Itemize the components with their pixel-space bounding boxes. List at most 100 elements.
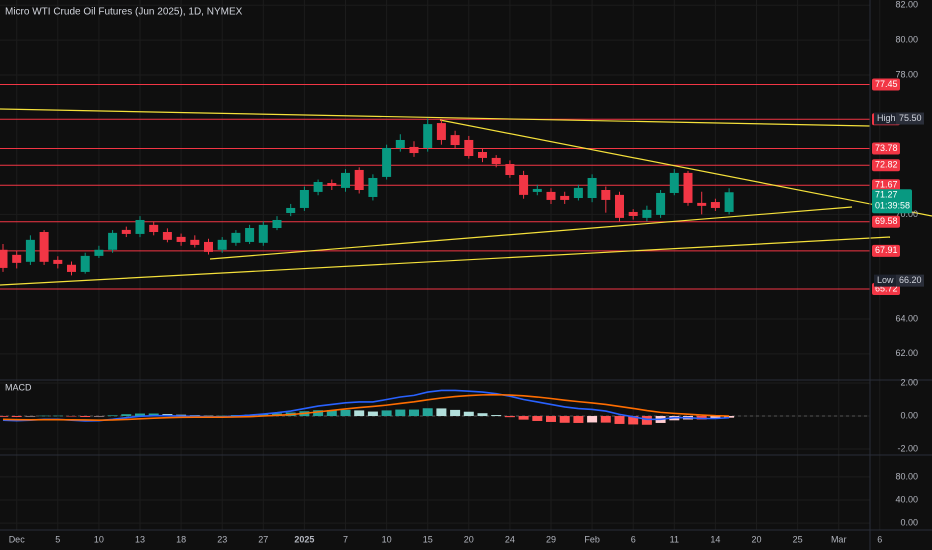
- marker-value-box: [896, 274, 924, 287]
- macd-histogram-bar: [614, 416, 625, 424]
- candle-body: [149, 224, 159, 233]
- x-tick-label: 11: [670, 534, 679, 544]
- candle-body: [450, 135, 460, 146]
- level-label: 69.58: [875, 216, 898, 226]
- candle-body: [697, 202, 707, 206]
- trendline: [209, 206, 853, 260]
- marker-name: High: [877, 113, 896, 123]
- candle-body: [258, 224, 268, 243]
- marker-value: 66.20: [899, 275, 922, 285]
- candle-body: [231, 232, 241, 243]
- marker-value: 75.50: [899, 113, 922, 123]
- candle-body: [204, 241, 213, 252]
- candle-body: [382, 147, 392, 177]
- level-label: 71.67: [875, 180, 898, 190]
- trendline: [0, 236, 891, 286]
- y-tick-label: 64.00: [895, 313, 918, 323]
- macd-histogram-bar: [217, 415, 228, 417]
- candle-body: [395, 139, 405, 148]
- candle-body: [601, 190, 611, 200]
- chart-title: Micro WTI Crude Oil Futures (Jun 2025), …: [5, 7, 243, 18]
- level-label-box: [872, 78, 900, 91]
- macd-histogram-bar: [93, 416, 104, 417]
- y-tick-label: 80.00: [895, 471, 918, 481]
- candle-body: [491, 157, 501, 165]
- level-label: 73.78: [875, 143, 898, 153]
- candle-body: [176, 236, 186, 242]
- candle-body: [573, 187, 583, 199]
- macd-histogram-bar: [367, 411, 378, 417]
- candle-body: [587, 177, 597, 199]
- x-tick-label: 7: [343, 534, 348, 544]
- candle-body: [436, 123, 446, 140]
- candle-body: [94, 249, 104, 256]
- y-tick-label: 62.00: [895, 348, 918, 358]
- last-price-box: [872, 189, 912, 214]
- candle-body: [669, 172, 679, 193]
- macd-title: MACD: [5, 382, 32, 392]
- x-tick-label: 20: [464, 534, 474, 544]
- candles: [0, 118, 734, 276]
- candle-body: [217, 239, 227, 250]
- x-tick-label: 24: [505, 534, 515, 544]
- x-tick-label: 18: [176, 534, 186, 544]
- candle-body: [327, 183, 337, 186]
- level-label: 72.82: [875, 160, 898, 170]
- marker-name: Low: [877, 275, 894, 285]
- candle-body: [724, 192, 734, 212]
- candle-body: [162, 232, 172, 240]
- macd-histogram-bar: [203, 415, 214, 417]
- level-label-box: [872, 215, 900, 228]
- candle-body: [560, 195, 570, 200]
- macd-histogram-bar: [641, 416, 652, 425]
- y-tick-label: 0.00: [900, 410, 918, 420]
- x-tick-label: 20: [751, 534, 761, 544]
- candle-body: [53, 259, 63, 264]
- x-tick-label: 23: [217, 534, 227, 544]
- macd-histogram-bar: [491, 415, 502, 417]
- marker-name-box: [874, 112, 896, 125]
- x-tick-label: Mar: [831, 534, 847, 544]
- candle-body: [710, 202, 720, 208]
- macd-histogram-bar: [326, 410, 337, 417]
- macd-histogram-bar: [409, 409, 419, 417]
- candle-body: [286, 207, 296, 214]
- macd-histogram-bar: [518, 416, 529, 420]
- trendlines: [0, 108, 932, 286]
- candle-body: [368, 177, 378, 197]
- x-tick-label: 2025: [294, 534, 314, 544]
- level-label-box: [872, 142, 900, 155]
- level-label: 67.91: [875, 245, 898, 255]
- y-tick-label: 70.00: [895, 209, 918, 219]
- x-tick-label: 29: [546, 534, 556, 544]
- macd-histogram-bar: [504, 416, 515, 418]
- macd-histogram-bar: [52, 415, 63, 417]
- macd-histogram-bar: [450, 409, 461, 417]
- candle-body: [0, 249, 8, 268]
- y-tick-label: 78.00: [895, 69, 918, 79]
- x-tick-label: 13: [135, 534, 145, 544]
- x-tick-label: 15: [423, 534, 433, 544]
- macd-histogram-bar: [313, 410, 324, 417]
- macd-histogram-bar: [39, 415, 50, 417]
- macd-histogram-bar: [354, 410, 365, 417]
- axes: 82.0080.0078.0070.0064.0062.002.000.00-2…: [9, 0, 924, 544]
- macd-histogram-bar: [121, 414, 132, 417]
- level-label-box: [872, 179, 900, 192]
- candle-body: [423, 124, 433, 148]
- marker-value-box: [896, 112, 924, 125]
- level-label-box: [872, 159, 900, 172]
- macd-line: [2, 389, 730, 422]
- macd-histogram-bar: [381, 410, 392, 417]
- x-tick-label: 25: [793, 534, 803, 544]
- levels: [0, 84, 870, 290]
- marker-name-box: [874, 274, 896, 287]
- macd-histogram-bar: [587, 416, 598, 423]
- candle-body: [478, 152, 487, 158]
- candle-body: [313, 181, 323, 192]
- level-label: 65.72: [875, 283, 898, 293]
- candle-body: [245, 228, 255, 242]
- candle-body: [615, 194, 624, 218]
- x-tick-label: Dec: [9, 534, 26, 544]
